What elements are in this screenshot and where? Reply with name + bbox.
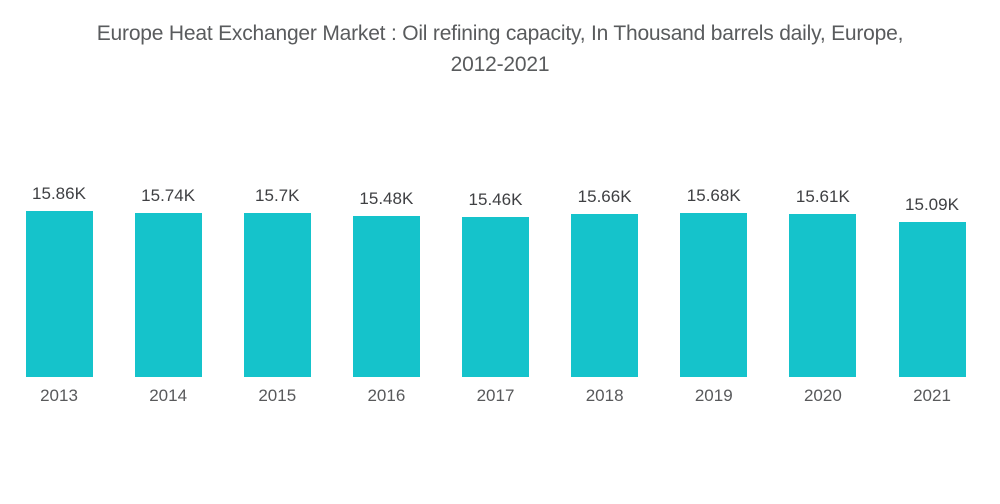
bar-2021: [898, 222, 966, 377]
bar-value-label: 15.48K: [359, 189, 414, 208]
chart-title-line-1: Europe Heat Exchanger Market : Oil refin…: [96, 22, 904, 45]
bar-2013: [25, 211, 93, 377]
chart-column-2014: 15.74K 2014: [133, 186, 203, 407]
bar-chart: 15.86K 2013 15.74K 2014 15.7K 2015 15.48K 2016 1…: [24, 184, 967, 407]
chart-column-2021: 15.09K 2021: [897, 195, 967, 407]
chart-title-line-2: 2012-2021: [450, 53, 550, 76]
chart-column-2015: 15.7K 2015: [242, 186, 312, 407]
bar-value-label: 15.61K: [795, 187, 850, 206]
bar-2014: [134, 213, 202, 377]
x-axis-label-2017: 2017: [476, 386, 515, 405]
bar-value-label: 15.86K: [32, 184, 86, 203]
bar-value-label: 15.74K: [141, 186, 196, 205]
bar-2020: [789, 214, 857, 377]
chart-column-2019: 15.68K 2019: [679, 186, 749, 407]
bar-2017: [462, 217, 529, 377]
bar-2016: [352, 216, 420, 377]
x-axis-label-2014: 2014: [149, 386, 188, 405]
x-axis-label-2021: 2021: [913, 386, 951, 405]
chart-column-2013: 15.86K 2013: [24, 184, 94, 407]
chart-title: Europe Heat Exchanger Market : Oil refin…: [0, 18, 1000, 80]
chart-column-2017: 15.46K 2017: [461, 190, 531, 407]
bar-2015: [243, 213, 311, 377]
bar-2019: [680, 213, 748, 377]
x-axis-label-2020: 2020: [803, 386, 842, 405]
x-axis-label-2015: 2015: [258, 386, 297, 405]
x-axis-label-2018: 2018: [585, 386, 624, 405]
chart-column-2020: 15.61K 2020: [788, 187, 858, 407]
bar-value-label: 15.66K: [577, 187, 632, 206]
bar-2018: [571, 214, 639, 377]
x-axis-label-2013: 2013: [40, 386, 78, 405]
bar-value-label: 15.46K: [468, 190, 523, 209]
x-axis-label-2016: 2016: [367, 386, 406, 405]
bar-value-label: 15.7K: [255, 186, 300, 205]
chart-column-2018: 15.66K 2018: [570, 187, 640, 407]
bar-value-label: 15.68K: [686, 186, 741, 205]
bar-value-label: 15.09K: [905, 195, 959, 214]
chart-column-2016: 15.48K 2016: [351, 189, 421, 407]
x-axis-label-2019: 2019: [694, 386, 733, 405]
